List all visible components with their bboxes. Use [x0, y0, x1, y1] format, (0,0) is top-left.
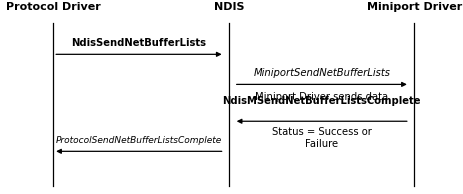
Text: NDIS: NDIS — [214, 2, 244, 12]
Text: Status = Success or
Failure: Status = Success or Failure — [272, 127, 372, 149]
Text: MiniportSendNetBufferLists: MiniportSendNetBufferLists — [253, 68, 390, 78]
Text: NdisMSendNetBufferListsComplete: NdisMSendNetBufferListsComplete — [223, 96, 421, 106]
Text: Miniport Driver sends data: Miniport Driver sends data — [255, 92, 388, 102]
Text: Miniport Driver: Miniport Driver — [367, 2, 462, 12]
Text: Protocol Driver: Protocol Driver — [6, 2, 100, 12]
Text: NdisSendNetBufferLists: NdisSendNetBufferLists — [71, 37, 206, 48]
Text: ProtocolSendNetBufferListsComplete: ProtocolSendNetBufferListsComplete — [56, 136, 222, 145]
